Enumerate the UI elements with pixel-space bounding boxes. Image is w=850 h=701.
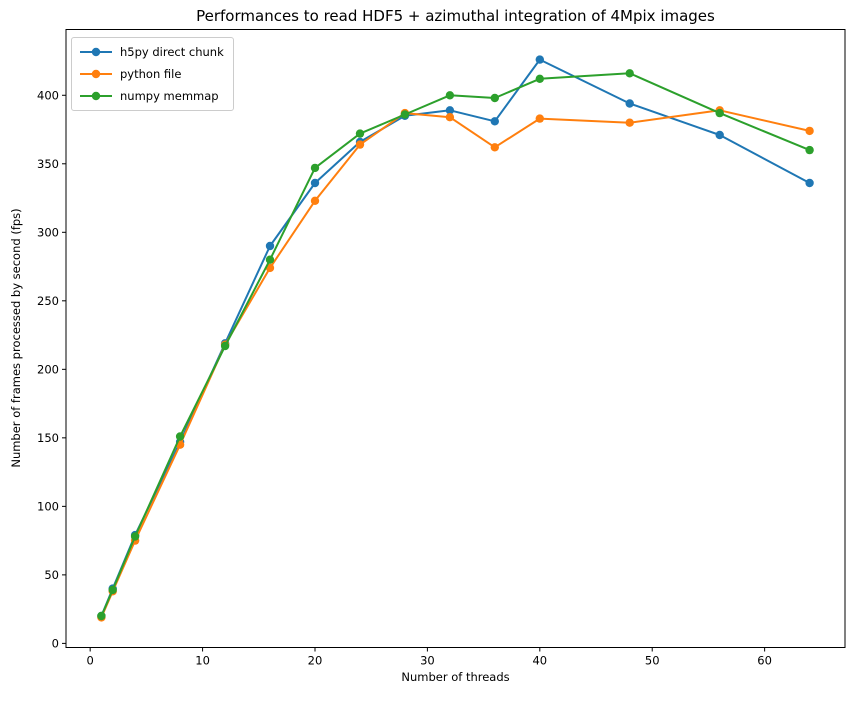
data-point-marker <box>805 178 814 188</box>
x-tick-label: 60 <box>757 654 772 668</box>
y-tick-label: 0 <box>52 636 59 650</box>
data-point-marker <box>108 585 117 595</box>
series-line-2 <box>100 72 810 617</box>
legend-label: numpy memmap <box>120 89 219 103</box>
legend-item: python file <box>79 65 224 83</box>
y-tick-label: 50 <box>44 568 59 582</box>
data-point-marker <box>715 130 724 140</box>
data-point-marker <box>490 117 499 126</box>
data-point-marker <box>175 432 185 441</box>
legend-line-marker-icon <box>80 69 112 79</box>
data-point-marker <box>625 99 634 108</box>
chart-title: Performances to read HDF5 + azimuthal in… <box>196 7 715 25</box>
legend-item: h5py direct chunk <box>79 43 224 61</box>
legend-line-marker-icon <box>80 91 112 101</box>
data-point-marker <box>355 140 365 149</box>
x-tick-label: 50 <box>645 654 660 668</box>
data-point-marker <box>625 118 634 127</box>
data-point-marker <box>97 611 106 621</box>
x-tick-label: 30 <box>420 654 435 668</box>
x-tick-label: 20 <box>308 654 323 668</box>
legend-item: numpy memmap <box>79 87 224 105</box>
y-tick-label: 200 <box>37 362 59 376</box>
data-point-marker <box>805 145 814 155</box>
series-line-0 <box>100 58 811 617</box>
data-point-marker <box>535 55 544 64</box>
y-tick-label: 300 <box>37 225 59 239</box>
data-point-marker <box>535 114 544 123</box>
y-tick-label: 350 <box>37 157 59 171</box>
data-point-marker <box>310 178 320 188</box>
x-tick-label: 10 <box>195 654 210 668</box>
y-tick-label: 400 <box>37 88 59 102</box>
data-point-marker <box>310 196 320 205</box>
data-point-marker <box>265 255 275 264</box>
data-point-marker <box>490 143 499 152</box>
data-point-marker <box>445 113 455 122</box>
series-line-1 <box>100 109 810 618</box>
data-point-marker <box>265 241 275 251</box>
data-point-marker <box>400 110 410 119</box>
data-point-marker <box>445 106 455 115</box>
y-tick-label: 100 <box>37 499 59 513</box>
data-point-marker <box>715 108 724 118</box>
y-tick-label: 150 <box>37 431 59 445</box>
y-axis-label: Number of frames processed by second (fp… <box>9 208 23 468</box>
data-point-marker <box>130 532 140 541</box>
data-point-marker <box>625 69 634 78</box>
x-tick-label: 40 <box>532 654 547 668</box>
x-axis-label: Number of threads <box>401 670 510 684</box>
legend: h5py direct chunk python file numpy memmap <box>71 37 234 111</box>
data-point-marker <box>805 126 814 136</box>
y-tick-label: 250 <box>37 294 59 308</box>
axes-spines <box>65 29 846 648</box>
data-point-marker <box>535 74 544 84</box>
x-tick-label: 0 <box>87 654 94 668</box>
legend-label: python file <box>120 67 182 81</box>
data-point-marker <box>355 129 365 138</box>
data-point-marker <box>310 163 320 173</box>
data-point-marker <box>445 91 455 100</box>
data-point-marker <box>220 341 230 351</box>
data-point-marker <box>490 93 499 103</box>
legend-line-marker-icon <box>80 47 112 57</box>
legend-label: h5py direct chunk <box>120 45 224 59</box>
